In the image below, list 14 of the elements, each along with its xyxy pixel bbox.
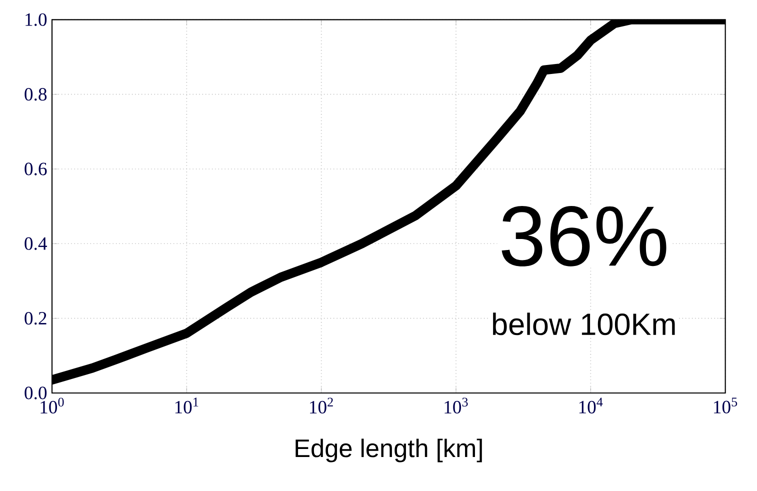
annotation: below 100Km [493,312,675,336]
x-tick-label: 10$^{2}$ [310,398,333,414]
x-tick-label: 10$^{1}$ [175,398,198,414]
y-tick-label: 1.0 [26,13,47,26]
y-tick-label: 0.2 [24,312,46,325]
y-tick-label: 0.0 [24,386,47,400]
annotation: 36% [502,206,666,266]
x-tick-label: 10$^{3}$ [444,398,468,414]
y-tick-label: 0.6 [24,162,47,176]
x-tick-label: 10$^{5}$ [714,398,738,414]
x-axis-title: Edge length [km] [296,438,482,462]
y-tick-label: 0.8 [24,88,47,101]
x-tick-label: 10$^{4}$ [579,398,603,414]
y-tick-label: 0.4 [24,237,48,250]
